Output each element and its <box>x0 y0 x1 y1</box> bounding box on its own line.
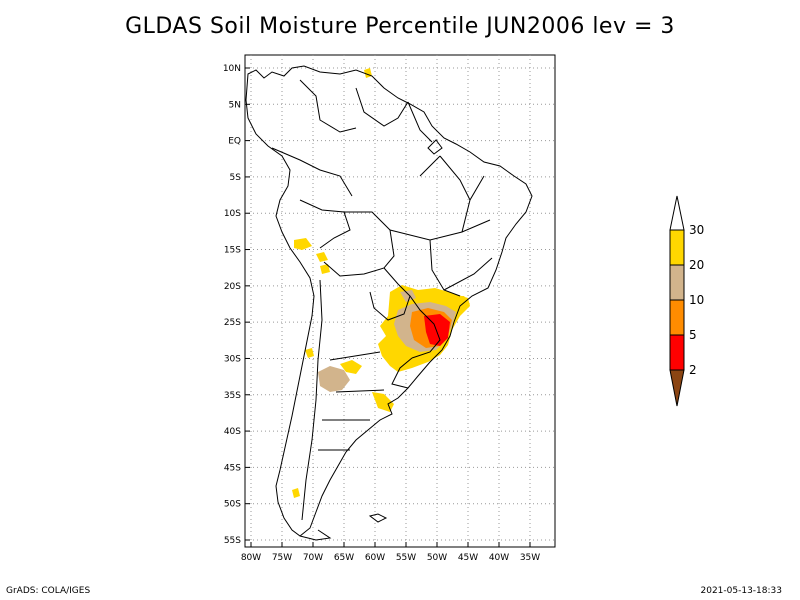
falklands-outline <box>368 513 388 523</box>
colorbar-label: 5 <box>689 328 697 342</box>
lat-tick-label: 35S <box>224 391 241 401</box>
border-colombia-venezuela <box>299 79 357 133</box>
colorbar-10-20 <box>669 264 685 301</box>
border-uruguay <box>391 357 413 389</box>
lat-tick-label: 10S <box>224 209 241 219</box>
border-argentina-provinces <box>318 351 385 451</box>
lon-tick-label: 40W <box>489 553 509 563</box>
colorbar-label: 20 <box>689 258 704 272</box>
border-brazil-states <box>389 155 493 297</box>
lon-tick-label: 45W <box>458 553 478 563</box>
lon-tick-label: 55W <box>396 553 416 563</box>
lon-tick-label: 35W <box>520 553 540 563</box>
lat-tick-label: 25S <box>224 318 241 328</box>
colorbar-label: 10 <box>689 293 704 307</box>
colorbar-20-30 <box>669 229 685 266</box>
shade-20-30-bolivia-2 <box>320 264 330 274</box>
lon-tick-label: 65W <box>334 553 354 563</box>
footer-credit: GrADS: COLA/IGES <box>6 586 91 596</box>
shade-20-30-argentina <box>340 360 362 374</box>
lon-tick-label: 80W <box>241 553 261 563</box>
tierra-del-fuego-outline <box>299 529 332 541</box>
colorbar-label: 30 <box>689 223 704 237</box>
lat-tick-label: 15S <box>224 246 241 256</box>
lat-tick-label: 5N <box>229 100 241 110</box>
shade-20-30-patagonia <box>292 488 300 498</box>
lat-tick-label: 40S <box>224 427 241 437</box>
lon-tick-label: 60W <box>365 553 385 563</box>
lon-tick-label: 75W <box>272 553 292 563</box>
border-brazil-peru <box>299 199 351 249</box>
lon-tick-labels: 80W 75W 70W 65W 60W 55W 50W 45W 40W 35W <box>241 553 540 563</box>
shade-20-30-pampas <box>372 392 394 412</box>
colorbar-above-30 <box>669 195 685 231</box>
shade-20-30-peru <box>294 238 312 250</box>
shade-10-20-argentina <box>318 366 350 392</box>
lat-tick-label: 55S <box>224 536 241 546</box>
colorbar-below-2 <box>669 369 685 407</box>
border-brazil-argentina <box>409 295 441 359</box>
coastlines <box>245 65 533 541</box>
border-guianas <box>407 101 433 143</box>
border-bolivia <box>323 211 395 277</box>
colorbar-labels: 30 20 10 5 2 <box>689 223 704 377</box>
lat-tick-label: 20S <box>224 282 241 292</box>
lat-tick-label: 5S <box>230 173 242 183</box>
colorbar-2-5 <box>669 334 685 371</box>
shade-20-30-bolivia <box>316 252 328 262</box>
shade-2-5-south-brazil <box>424 314 450 346</box>
lat-tick-label: EQ <box>228 137 241 147</box>
plot-area: 10N5NEQ5S10S15S20S25S30S35S40S45S50S55S … <box>223 54 556 563</box>
lat-tick-label: 30S <box>224 354 241 364</box>
colorbar-5-10 <box>669 299 685 336</box>
lon-tick-label: 70W <box>303 553 323 563</box>
lat-tick-label: 50S <box>224 500 241 510</box>
colorbar: 30 20 10 5 2 <box>669 195 704 407</box>
lon-tick-label: 50W <box>427 553 447 563</box>
shade-20-30-coast <box>452 296 470 308</box>
south-america-outline <box>245 65 533 537</box>
chart-title: GLDAS Soil Moisture Percentile JUN2006 l… <box>125 14 675 39</box>
lat-tick-label: 10N <box>223 64 241 74</box>
shade-20-30-andes-small <box>305 348 314 358</box>
border-chile-argentina <box>301 279 323 521</box>
border-paraguay <box>369 267 411 321</box>
gridlines <box>245 55 555 547</box>
border-colombia-peru <box>271 147 353 197</box>
colorbar-label: 2 <box>689 363 697 377</box>
footer-timestamp: 2021-05-13-18:33 <box>700 586 783 596</box>
lat-tick-labels: 10N 5N EQ 5S 10S 15S 20S 25S 30S 35S 40S 45S 50S 55S <box>223 64 241 546</box>
amazon-delta-outline <box>427 139 443 155</box>
border-venezuela-guyana <box>355 87 409 127</box>
lat-tick-label: 45S <box>224 463 241 473</box>
percentile-shading <box>292 68 470 498</box>
